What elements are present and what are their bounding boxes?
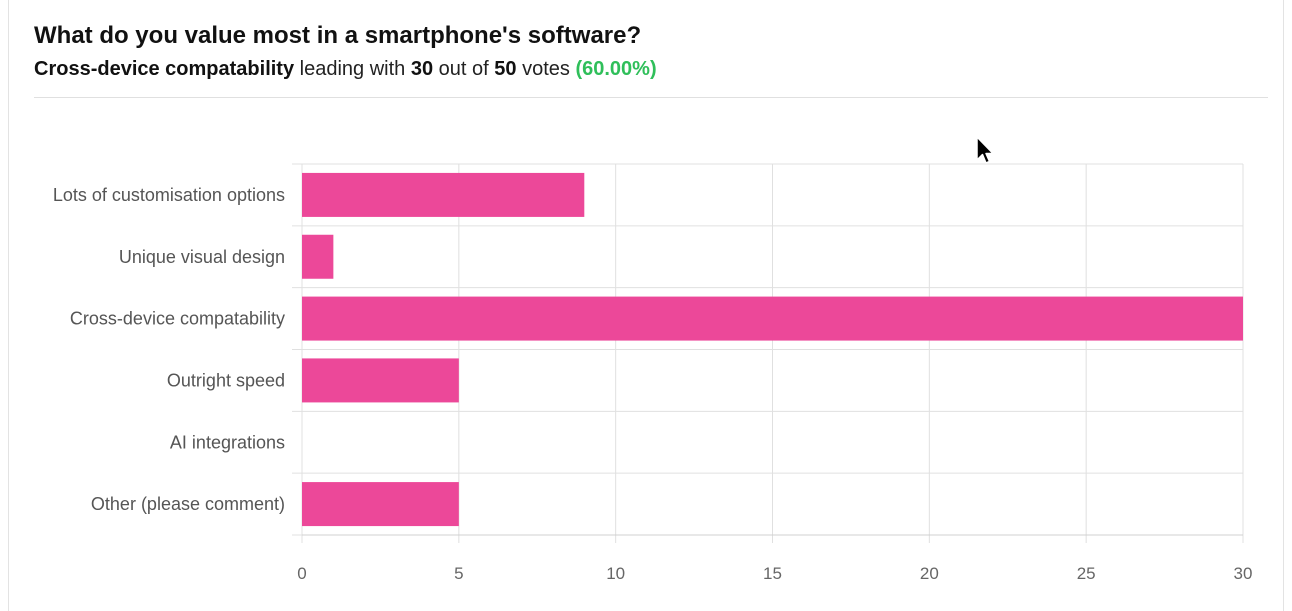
poll-question: What do you value most in a smartphone's… xyxy=(34,22,642,49)
pointer-arrow-icon xyxy=(976,136,994,164)
category-label: Other (please comment) xyxy=(91,494,285,514)
leading-option: Cross-device compatability xyxy=(34,58,295,80)
poll-summary: Cross-device compatability leading with … xyxy=(34,58,657,81)
category-label: Cross-device compatability xyxy=(70,309,285,329)
category-label: Outright speed xyxy=(167,370,285,390)
total-vote-count: 50 xyxy=(494,58,517,80)
x-tick-label: 20 xyxy=(920,564,939,583)
bar xyxy=(302,358,459,403)
x-tick-label: 30 xyxy=(1234,564,1253,583)
x-tick-label: 0 xyxy=(297,564,306,583)
summary-text-leading-with: leading with xyxy=(299,58,406,80)
leader-percent: (60.00%) xyxy=(575,58,657,80)
bar xyxy=(302,482,459,527)
bar xyxy=(302,296,1243,341)
leader-vote-count: 30 xyxy=(410,58,434,80)
bar xyxy=(302,234,334,279)
poll-header: What do you value most in a smartphone's… xyxy=(34,20,1268,98)
x-tick-label: 25 xyxy=(1077,564,1096,583)
x-tick-label: 5 xyxy=(454,564,463,583)
category-label: AI integrations xyxy=(170,432,285,452)
summary-text-out-of: out of xyxy=(438,58,489,80)
bar xyxy=(302,172,585,217)
x-tick-label: 15 xyxy=(763,564,782,583)
category-label: Unique visual design xyxy=(119,247,285,267)
x-tick-label: 10 xyxy=(606,564,625,583)
summary-text-votes: votes xyxy=(522,58,570,80)
category-label: Lots of customisation options xyxy=(53,185,285,205)
